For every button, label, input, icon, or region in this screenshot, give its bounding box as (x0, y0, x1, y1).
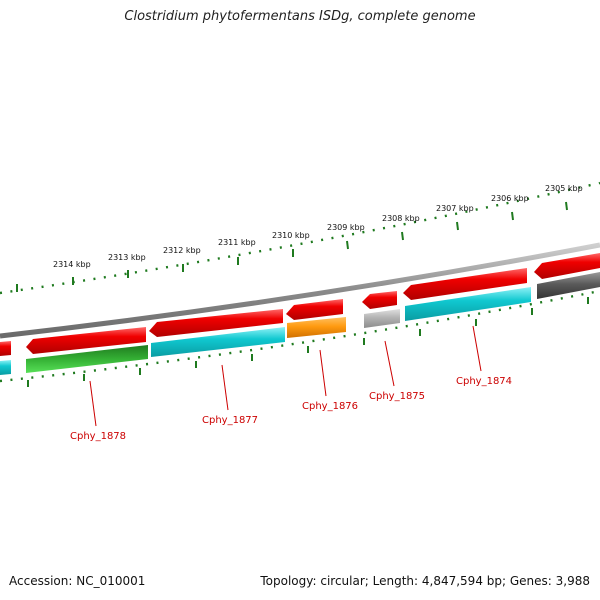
forward-strand-track (0, 253, 600, 356)
kbp-label: 2311 kbp (218, 238, 256, 247)
feature-block (364, 309, 400, 328)
feature-block (287, 317, 346, 338)
leader-line (472, 325, 482, 372)
kbp-label: 2309 kbp (327, 223, 365, 232)
gene-labels: Cphy_1874 Cphy_1875 Cphy_1876 Cphy_1877 … (70, 376, 512, 442)
feature-block (26, 345, 148, 373)
map-title: Clostridium phytofermentans ISDg, comple… (124, 9, 476, 24)
feature-block (0, 360, 11, 375)
gene-label-cphy-1874[interactable]: Cphy_1874 (456, 376, 512, 387)
gene-arrow (26, 327, 146, 354)
gene-label-cphy-1875[interactable]: Cphy_1875 (369, 391, 425, 402)
gene-arrow (0, 341, 11, 356)
kbp-label: 2312 kbp (163, 246, 201, 255)
kbp-label: 2310 kbp (272, 231, 310, 240)
feature-track (0, 272, 600, 375)
kbp-label: 2307 kbp (436, 204, 474, 213)
kbp-labels: 2305 kbp 2306 kbp 2307 kbp 2308 kbp 2309… (53, 184, 583, 269)
accession-text: Accession: NC_010001 (9, 574, 146, 588)
gene-label-cphy-1877[interactable]: Cphy_1877 (202, 415, 258, 426)
gene-arrow (286, 299, 343, 320)
genome-summary-text: Topology: circular; Length: 4,847,594 bp… (260, 574, 590, 588)
leader-line (89, 380, 97, 427)
feature-block (537, 272, 600, 299)
kbp-label: 2308 kbp (382, 214, 420, 223)
gene-label-cphy-1876[interactable]: Cphy_1876 (302, 401, 358, 412)
gene-arrow (403, 268, 527, 300)
feature-block (151, 327, 285, 357)
genome-backbone (0, 242, 600, 339)
outer-tick-ring (0, 181, 600, 295)
gene-label-cphy-1878[interactable]: Cphy_1878 (70, 431, 126, 442)
outer-major-ticks (16, 201, 568, 292)
kbp-label: 2314 kbp (53, 260, 91, 269)
gene-arrow (362, 291, 397, 309)
inner-major-ticks (27, 297, 589, 387)
kbp-label: 2305 kbp (545, 184, 583, 193)
gene-arrow (149, 309, 283, 337)
feature-block (405, 287, 531, 321)
gene-leader-lines (89, 325, 482, 427)
leader-line (319, 349, 327, 397)
inner-tick-ring (0, 289, 600, 387)
leader-line (384, 340, 395, 387)
kbp-label: 2313 kbp (108, 253, 146, 262)
gene-arrow (534, 253, 600, 279)
kbp-label: 2306 kbp (491, 194, 529, 203)
leader-line (221, 364, 229, 411)
